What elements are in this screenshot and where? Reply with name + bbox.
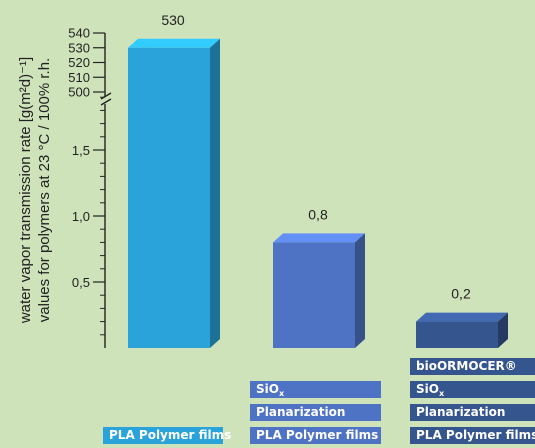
bar <box>273 242 355 348</box>
bar-top-face <box>273 233 365 243</box>
layer-label-subscript: x <box>278 389 285 398</box>
bar <box>416 321 498 348</box>
layer-label: SiOx <box>410 381 535 398</box>
layer-label-text: SiO <box>416 382 439 396</box>
y-axis-title-line1: water vapor transmission rate [g(m²d)⁻¹] <box>17 57 34 324</box>
bar-side-face <box>355 233 365 348</box>
bar-top-face <box>128 38 220 48</box>
layer-label: Planarization <box>410 404 535 421</box>
y-tick-label-lower: 1,0 <box>72 209 90 224</box>
bar-data-label: 0,2 <box>451 286 471 302</box>
bar-side-face <box>210 38 220 348</box>
y-axis-title-line2: values for polymers at 23 °C / 100% r.h. <box>36 58 53 322</box>
layer-label: SiOx <box>250 381 381 398</box>
layer-label: PLA Polymer films <box>103 427 231 444</box>
y-tick-label-upper: 520 <box>68 55 90 70</box>
layer-label: PLA Polymer films <box>250 427 381 444</box>
bar-data-label: 0,8 <box>308 206 328 222</box>
layer-label-subscript: x <box>438 389 445 398</box>
bar-top-face <box>416 312 508 322</box>
y-tick-label-upper: 530 <box>68 40 90 55</box>
layer-label: PLA Polymer films <box>410 427 535 444</box>
layer-label: Planarization <box>250 404 381 421</box>
bar <box>128 47 210 348</box>
axis-break-mark-bottom <box>100 98 112 106</box>
layer-label-text: SiO <box>256 382 279 396</box>
layer-label: bioORMOCER® <box>410 358 535 375</box>
bar-side-face <box>498 312 508 348</box>
bar-data-label: 530 <box>161 12 185 28</box>
y-tick-label-lower: 1,5 <box>72 143 90 158</box>
y-tick-label-lower: 0,5 <box>72 275 90 290</box>
y-tick-label-upper: 500 <box>68 85 90 100</box>
y-tick-label-upper: 540 <box>68 26 90 41</box>
y-tick-label-upper: 510 <box>68 70 90 85</box>
axis-break-mark-top <box>100 92 112 100</box>
